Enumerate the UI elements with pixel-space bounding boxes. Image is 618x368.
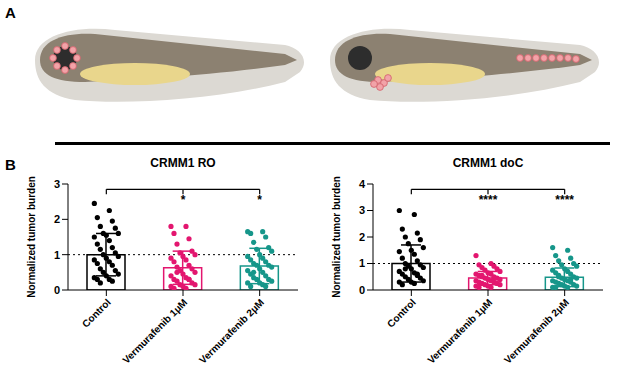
svg-text:3: 3: [359, 204, 365, 216]
html-text:B: B: [5, 156, 16, 173]
svg-text:4: 4: [359, 178, 366, 190]
svg-text:3: 3: [54, 178, 60, 190]
svg-text:Normalized tumor burden: Normalized tumor burden: [26, 176, 37, 298]
svg-text:****: ****: [479, 193, 498, 207]
svg-text:*: *: [181, 193, 186, 207]
svg-text:****: ****: [555, 193, 574, 207]
svg-text:2: 2: [359, 231, 365, 243]
svg-text:Vermurafenib 1μM: Vermurafenib 1μM: [425, 297, 494, 366]
svg-text:Normalized tumor burden: Normalized tumor burden: [331, 176, 342, 298]
svg-text:1: 1: [359, 257, 365, 269]
svg-text:Control: Control: [80, 296, 113, 329]
svg-text:*: *: [257, 193, 262, 207]
svg-text:2: 2: [54, 213, 60, 225]
svg-text:Vermurafenib 2μM: Vermurafenib 2μM: [502, 297, 571, 366]
html-text:CRMM1 RO: CRMM1 RO: [150, 156, 216, 170]
html-text:A: A: [5, 4, 16, 21]
svg-text:Vermurafenib 1μM: Vermurafenib 1μM: [120, 297, 189, 366]
html-text:CRMM1 doC: CRMM1 doC: [452, 156, 524, 170]
svg-text:Control: Control: [385, 296, 418, 329]
svg-text:1: 1: [54, 249, 60, 261]
svg-text:Vermurafenib 2μM: Vermurafenib 2μM: [197, 297, 266, 366]
svg-text:0: 0: [359, 284, 365, 296]
svg-text:0: 0: [54, 284, 60, 296]
